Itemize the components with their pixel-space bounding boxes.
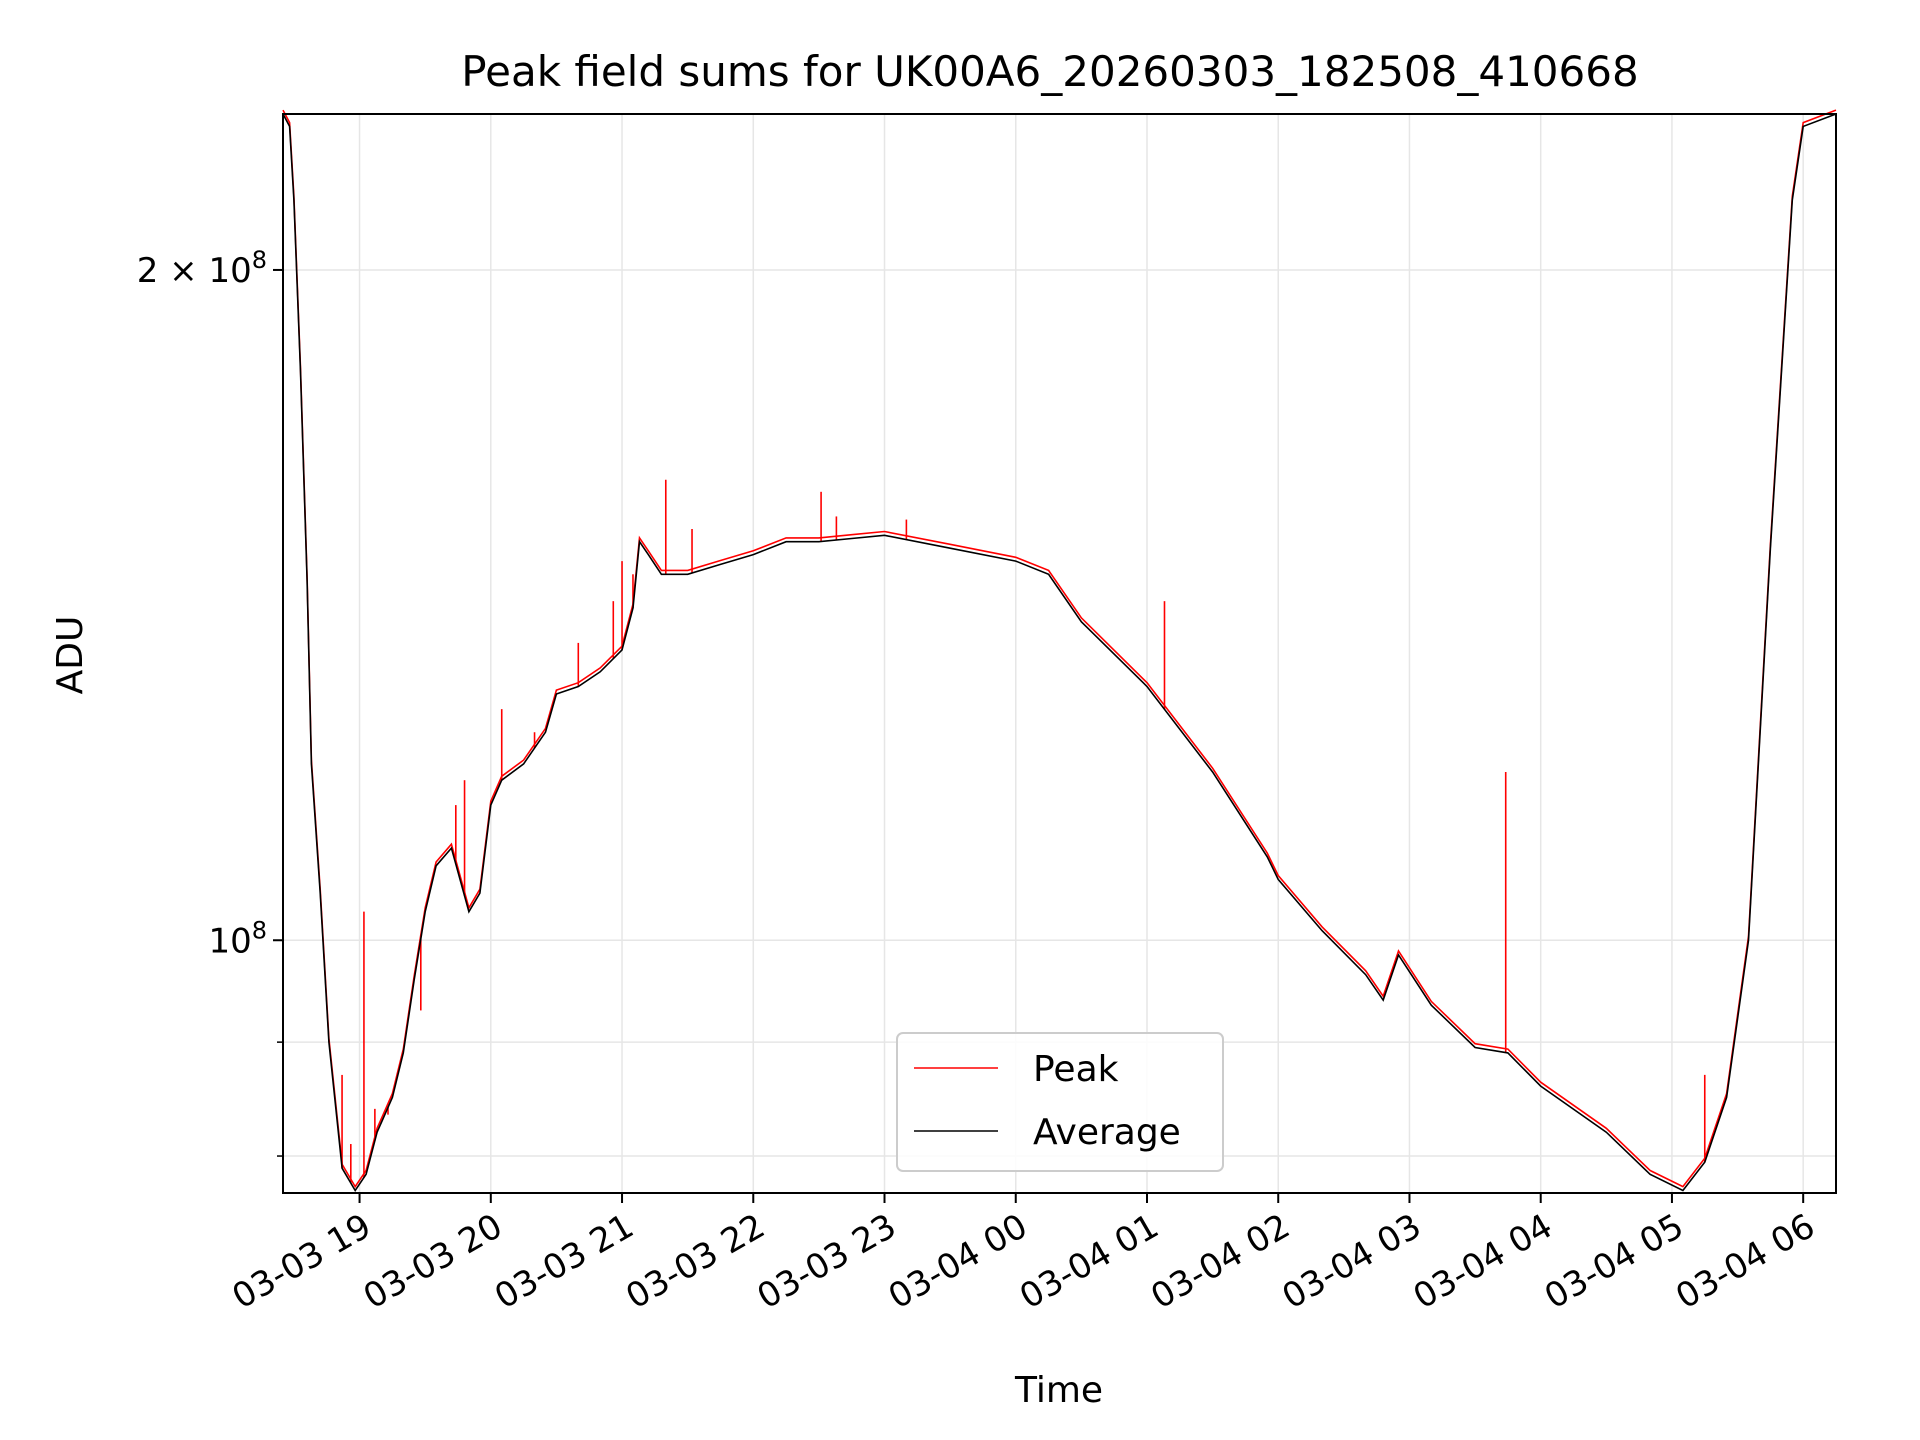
x-tick-label: 03-03 20 [357, 1206, 509, 1317]
plot-frame [282, 113, 1837, 1194]
legend: Peak Average [896, 1032, 1224, 1172]
peak-series-line [282, 109, 1837, 1189]
legend-label-average: Average [1033, 1112, 1181, 1153]
average-series-line [282, 113, 1837, 1193]
x-axis-label: Time [1014, 1370, 1103, 1411]
x-tick-label: 03-04 06 [1669, 1206, 1821, 1317]
x-tick-label: 03-04 05 [1538, 1206, 1690, 1317]
legend-label-peak: Peak [1033, 1049, 1119, 1090]
chart-title: Peak field sums for UK00A6_20260303_1825… [461, 47, 1638, 96]
x-tick-label: 03-04 00 [882, 1206, 1034, 1317]
y-tick-label: 108 [208, 916, 267, 961]
x-tick-label: 03-03 21 [488, 1206, 640, 1317]
x-tick-label: 03-04 01 [1013, 1206, 1165, 1317]
x-tick-label: 03-04 03 [1276, 1206, 1428, 1317]
grid-layer [283, 114, 1836, 1193]
x-tick-label: 03-03 22 [619, 1206, 771, 1317]
x-tick-label: 03-04 04 [1407, 1206, 1559, 1317]
x-tick-label: 03-03 19 [226, 1206, 378, 1317]
x-tick-label: 03-03 23 [751, 1206, 903, 1317]
x-tick-label: 03-04 02 [1144, 1206, 1296, 1317]
series-layer [282, 109, 1837, 1193]
y-tick-label: 2 × 108 [137, 246, 267, 291]
y-axis-label: ADU [50, 616, 91, 695]
